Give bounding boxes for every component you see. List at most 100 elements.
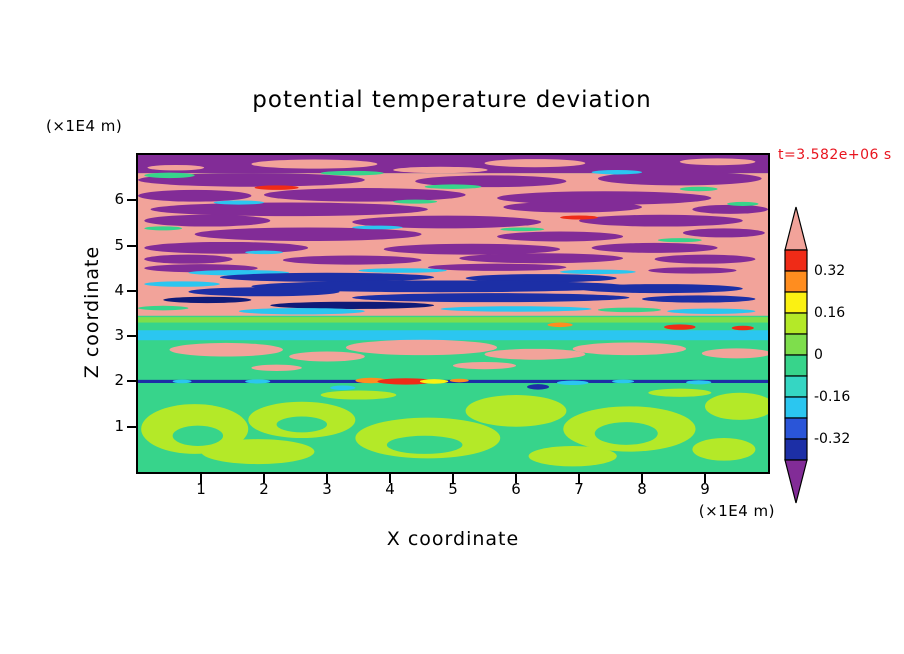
field-streak xyxy=(594,422,658,445)
field-streak xyxy=(320,170,384,176)
z-tick xyxy=(127,380,136,383)
z-tick-label: 4 xyxy=(114,280,124,299)
field-streak xyxy=(612,379,635,384)
field-streak xyxy=(188,287,340,297)
colorbar-segment xyxy=(784,333,808,356)
z-axis-units-label: (×1E4 m) xyxy=(46,117,123,135)
field-streak xyxy=(251,159,378,169)
field-streak xyxy=(579,284,743,294)
z-tick-label: 5 xyxy=(114,235,124,254)
field-streak xyxy=(352,293,630,303)
field-streak xyxy=(579,214,743,227)
field-streak xyxy=(692,438,756,461)
field-streak xyxy=(264,188,466,202)
field-streak xyxy=(144,241,309,254)
field-streak xyxy=(245,379,271,384)
field-streak xyxy=(648,388,712,397)
field-streak xyxy=(597,307,661,313)
field-streak xyxy=(642,295,756,303)
x-tick-label: 2 xyxy=(259,480,269,498)
field-streak xyxy=(163,296,252,304)
field-streak xyxy=(591,169,642,175)
z-tick xyxy=(127,244,136,247)
field-streak xyxy=(345,339,498,356)
field-streak xyxy=(497,231,624,242)
x-tick-label: 4 xyxy=(385,480,395,498)
field-streak xyxy=(352,215,542,229)
field-streak xyxy=(484,159,586,168)
colorbar-segment xyxy=(784,249,808,272)
field-streak xyxy=(320,390,397,400)
field-streak xyxy=(427,263,567,271)
field-streak xyxy=(449,378,469,383)
field-streak xyxy=(238,308,365,315)
field-streak xyxy=(527,384,550,390)
z-tick-label: 1 xyxy=(114,416,124,435)
colorbar-label: 0.16 xyxy=(814,305,846,321)
x-tick xyxy=(641,474,643,483)
field-band xyxy=(138,317,768,323)
colorbar-segment xyxy=(784,375,808,398)
field-streak xyxy=(682,228,765,238)
field-streak xyxy=(194,227,422,242)
z-axis-title: Z coordinate xyxy=(81,245,103,379)
field-streak xyxy=(251,364,302,372)
colorbar-segment xyxy=(784,291,808,314)
colorbar-label: 0 xyxy=(814,347,823,363)
field-streak xyxy=(147,164,205,171)
x-tick-label: 3 xyxy=(322,480,332,498)
field-streak xyxy=(679,186,718,192)
z-tick xyxy=(127,335,136,338)
field-streak xyxy=(352,225,403,230)
colorbar xyxy=(784,206,808,504)
field-streak xyxy=(453,361,516,370)
x-tick xyxy=(200,474,202,483)
field-streak xyxy=(415,175,567,188)
chart-title: potential temperature deviation xyxy=(252,87,652,113)
field-streak xyxy=(138,305,189,311)
field-streak xyxy=(692,204,768,214)
x-tick xyxy=(578,474,580,483)
field-streak xyxy=(528,445,617,467)
field-streak xyxy=(289,351,365,362)
z-tick-label: 3 xyxy=(114,326,124,345)
field-streak xyxy=(138,189,252,202)
field-streak xyxy=(393,199,438,204)
field-streak xyxy=(679,158,756,166)
x-tick xyxy=(452,474,454,483)
z-tick xyxy=(127,199,136,202)
field-streak xyxy=(144,254,233,264)
colorbar-segment xyxy=(784,417,808,440)
field-streak xyxy=(201,439,315,465)
x-tick xyxy=(263,474,265,483)
field-streak xyxy=(219,272,435,282)
field-streak xyxy=(424,184,482,189)
heatmap-field xyxy=(138,155,768,472)
field-streak xyxy=(597,171,762,186)
field-streak xyxy=(172,379,192,384)
field-streak xyxy=(701,348,768,359)
field-streak xyxy=(500,227,545,232)
x-tick xyxy=(704,474,706,483)
field-streak xyxy=(664,324,696,330)
x-tick-label: 6 xyxy=(511,480,521,498)
field-streak xyxy=(358,268,447,273)
plot-area xyxy=(136,153,770,474)
field-streak xyxy=(144,172,195,179)
field-streak xyxy=(648,267,737,274)
field-streak xyxy=(705,392,768,420)
field-streak xyxy=(144,281,220,287)
colorbar-segment xyxy=(784,270,808,293)
field-streak xyxy=(393,166,488,174)
field-streak xyxy=(276,416,327,433)
colorbar-label: 0.32 xyxy=(814,263,846,279)
x-tick xyxy=(389,474,391,483)
field-streak xyxy=(377,378,435,385)
field-streak xyxy=(657,238,702,243)
field-streak xyxy=(459,253,624,264)
colorbar-label: -0.16 xyxy=(814,389,851,405)
field-streak xyxy=(440,306,592,312)
field-streak xyxy=(330,385,356,391)
field-streak xyxy=(144,214,271,227)
